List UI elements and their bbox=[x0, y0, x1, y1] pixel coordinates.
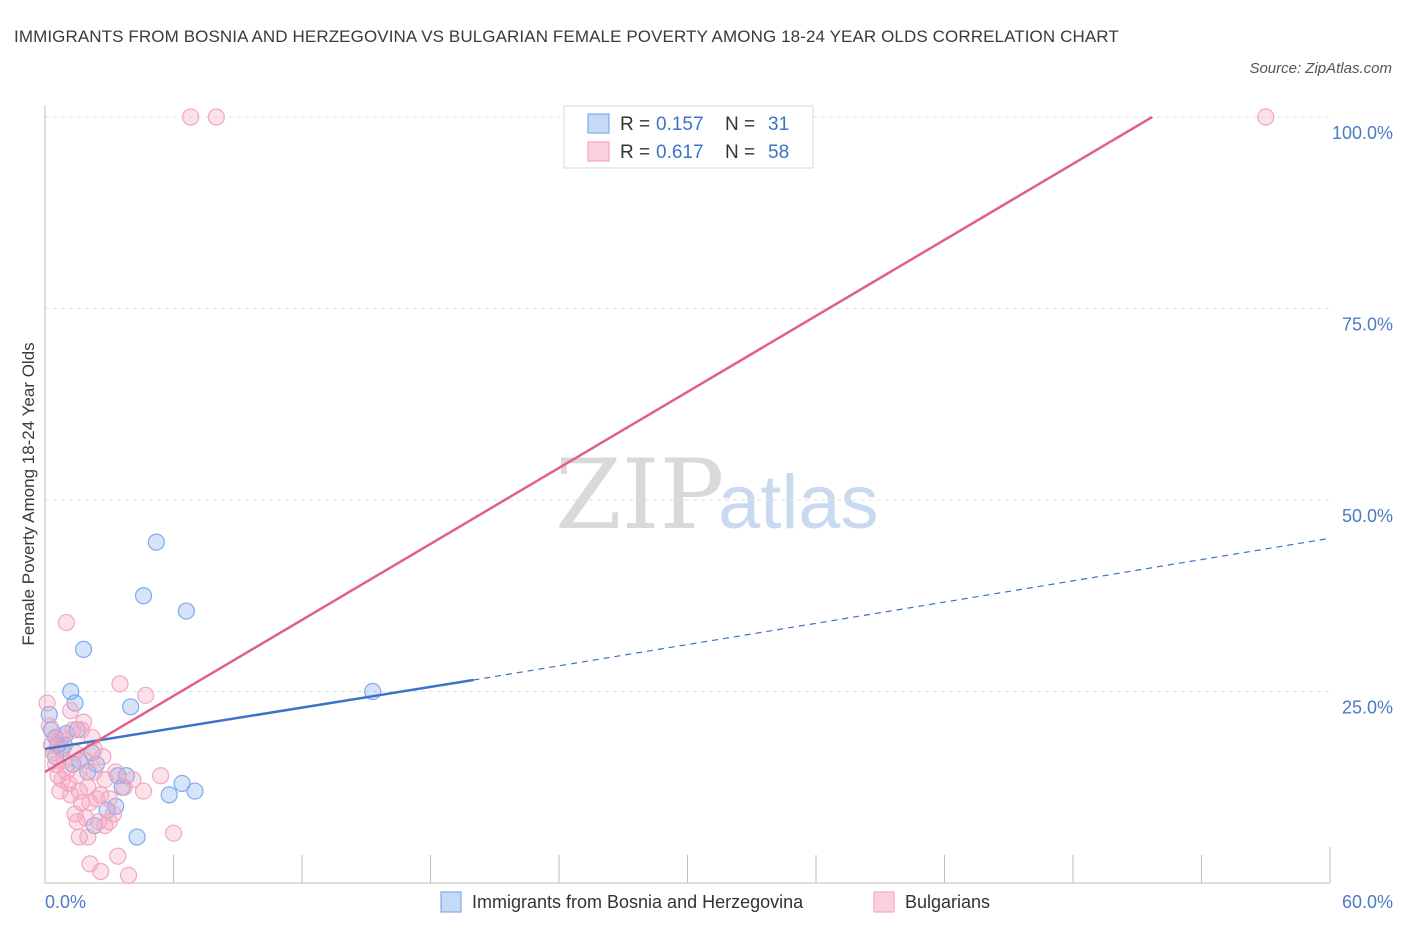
bosnia-point-29 bbox=[177, 602, 195, 620]
bottom-legend: Immigrants from Bosnia and Herzegovina B… bbox=[440, 891, 990, 913]
bosnia-point-13 bbox=[74, 640, 93, 658]
legend-swatch-bulgarians bbox=[587, 141, 610, 162]
bulgarians-point-39 bbox=[119, 866, 138, 884]
bottom-legend-swatch-bosnia bbox=[440, 891, 462, 913]
legend-r-value-bosnia: 0.157 bbox=[656, 114, 704, 135]
top-legend: R = 0.157 N = 31 R = 0.617 N = 58 bbox=[563, 105, 814, 169]
watermark: ZIP atlas bbox=[555, 439, 879, 551]
bosnia-trend-dashed bbox=[473, 537, 1331, 681]
bulgarians-point-1 bbox=[40, 717, 58, 735]
y-tick-label-3: 100.0% bbox=[1332, 123, 1393, 143]
x-tick-label-0: 0.0% bbox=[45, 892, 86, 912]
chart-title: IMMIGRANTS FROM BOSNIA AND HERZEGOVINA V… bbox=[14, 27, 1119, 46]
watermark-zip: ZIP bbox=[555, 439, 724, 551]
y-tick-label-0: 25.0% bbox=[1342, 698, 1393, 718]
gridlines bbox=[45, 116, 1330, 692]
trend-lines bbox=[44, 115, 1331, 774]
bottom-legend-label-bosnia: Immigrants from Bosnia and Herzegovina bbox=[472, 892, 804, 912]
watermark-atlas: atlas bbox=[718, 460, 879, 545]
bosnia-point-28 bbox=[173, 774, 191, 793]
legend-swatch-bosnia bbox=[587, 113, 610, 134]
legend-n-value-bulgarians: 58 bbox=[768, 142, 789, 163]
bosnia-point-23 bbox=[122, 698, 140, 716]
bulgarians-point-23 bbox=[77, 809, 95, 827]
bosnia-point-25 bbox=[134, 587, 153, 605]
y-tick-label-1: 50.0% bbox=[1342, 506, 1393, 526]
bosnia-point-27 bbox=[160, 786, 178, 804]
legend-n-label-bulgarians: N = bbox=[725, 142, 755, 163]
bosnia-point-30 bbox=[186, 782, 204, 800]
bulgarians-point-37 bbox=[111, 675, 129, 693]
bulgarians-point-36 bbox=[107, 763, 125, 781]
bulgarians-point-30 bbox=[92, 862, 110, 881]
bottom-legend-swatch-bulgarians bbox=[873, 891, 895, 913]
x-tick-label-1: 60.0% bbox=[1342, 892, 1393, 912]
bulgarians-point-44 bbox=[164, 824, 183, 842]
bulgarians-point-53 bbox=[53, 770, 71, 789]
bulgarians-point-56 bbox=[100, 813, 118, 831]
bosnia-point-26 bbox=[147, 533, 165, 551]
y-tick-label-2: 75.0% bbox=[1342, 315, 1393, 335]
bulgarians-point-49 bbox=[72, 721, 91, 739]
y-tick-labels: 25.0% 50.0% 75.0% 100.0% bbox=[1332, 123, 1393, 718]
bulgarians-point-46 bbox=[207, 108, 225, 126]
bulgarians-point-48 bbox=[57, 613, 76, 632]
legend-n-label-bosnia: N = bbox=[725, 114, 755, 135]
bulgarians-point-24 bbox=[79, 828, 97, 846]
bulgarians-point-0 bbox=[38, 694, 56, 712]
bulgarians-point-55 bbox=[92, 786, 110, 804]
legend-n-value-bosnia: 31 bbox=[768, 114, 789, 135]
bulgarians-point-20 bbox=[77, 751, 95, 770]
bulgarians-point-41 bbox=[134, 782, 153, 800]
bulgarians-point-43 bbox=[152, 767, 170, 785]
bulgarians-point-54 bbox=[66, 805, 84, 823]
bulgarians-point-40 bbox=[124, 770, 142, 789]
y-axis-label: Female Poverty Among 18-24 Year Olds bbox=[19, 342, 38, 645]
series-bulgarians-points bbox=[38, 108, 1275, 884]
bulgarians-point-35 bbox=[109, 847, 127, 865]
bulgarians-point-52 bbox=[62, 702, 80, 720]
legend-r-label-bulgarians: R = bbox=[620, 142, 650, 163]
bulgarians-trend bbox=[44, 115, 1153, 774]
bulgarians-point-45 bbox=[182, 108, 200, 126]
bottom-legend-label-bulgarians: Bulgarians bbox=[905, 892, 990, 912]
x-tick-labels: 0.0% 60.0% bbox=[45, 892, 1393, 912]
bosnia-point-24 bbox=[128, 828, 146, 846]
bosnia-trend-solid bbox=[44, 678, 474, 751]
legend-r-label-bosnia: R = bbox=[620, 114, 650, 135]
source-credit: Source: ZipAtlas.com bbox=[1249, 60, 1392, 77]
bulgarians-point-42 bbox=[137, 686, 155, 704]
legend-r-value-bulgarians: 0.617 bbox=[656, 142, 704, 163]
bulgarians-point-47 bbox=[1257, 108, 1275, 126]
